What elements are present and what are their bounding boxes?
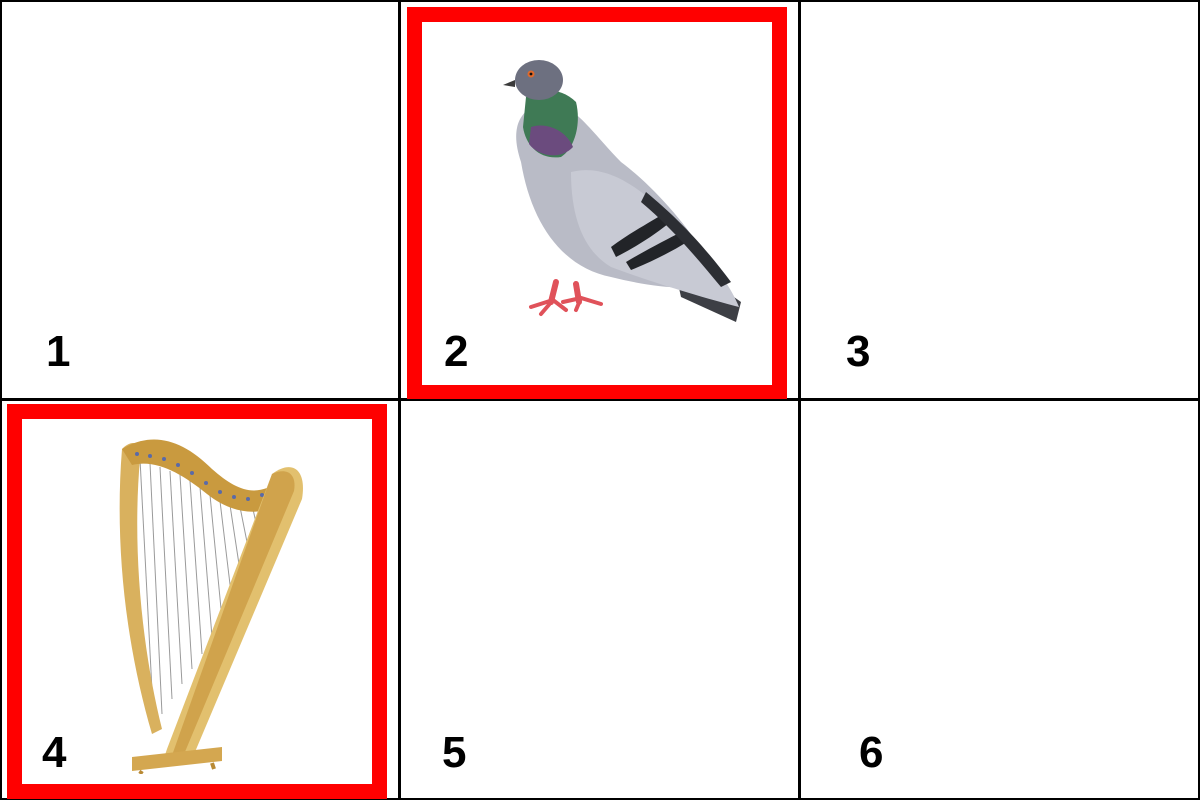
grid-cell-5[interactable]: 5 <box>399 399 800 800</box>
cell-number: 2 <box>444 327 469 376</box>
cell-number: 5 <box>442 728 467 777</box>
grid-cell-2[interactable]: 2 <box>399 0 800 400</box>
grid-cell-4[interactable]: 4 <box>0 399 400 800</box>
cell-number: 4 <box>42 728 67 777</box>
grid-cell-1[interactable]: 1 <box>0 0 400 400</box>
harp-image <box>119 439 303 774</box>
cell-number: 6 <box>859 728 884 777</box>
grid-cell-6[interactable]: 6 <box>799 399 1200 800</box>
cell-number: 1 <box>46 327 71 376</box>
pigeon-image <box>503 60 741 322</box>
cell-number: 3 <box>846 327 871 376</box>
grid-cell-3[interactable]: 3 <box>799 0 1200 400</box>
